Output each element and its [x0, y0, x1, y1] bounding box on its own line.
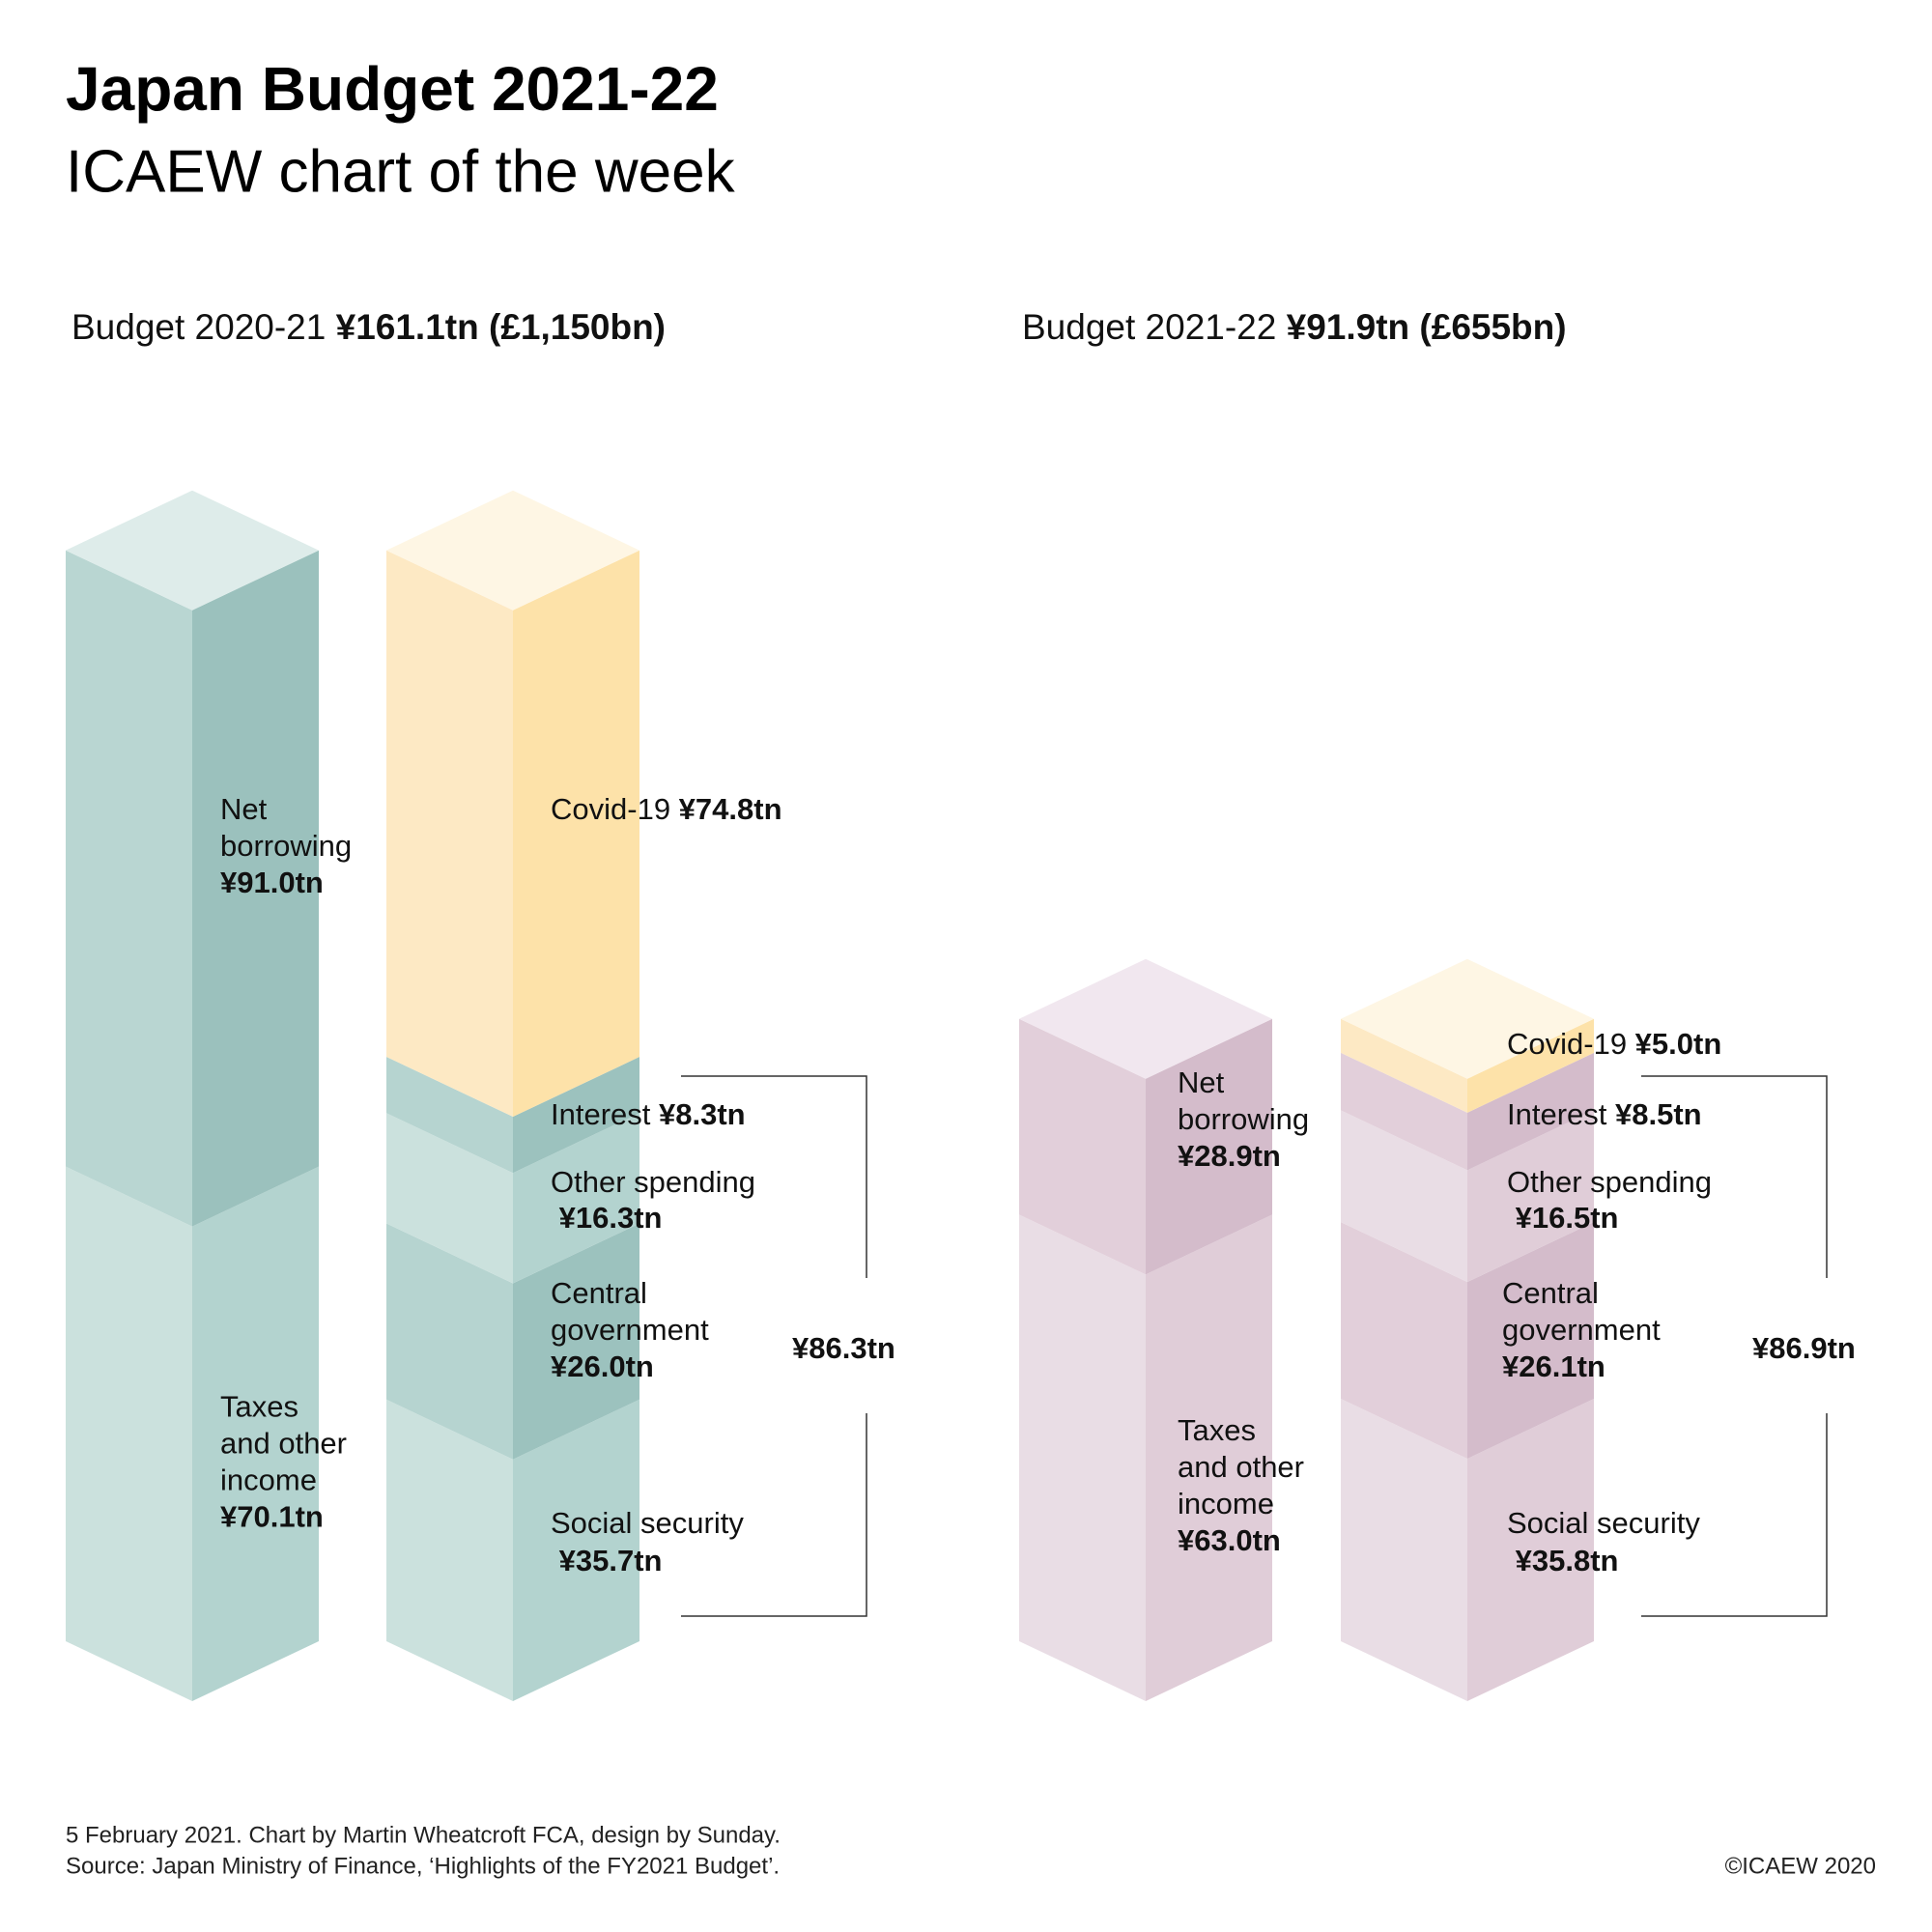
segment-label: Central government ¥26.1tn — [1502, 1276, 1661, 1383]
spending-bar-segment-interest-left — [1341, 1052, 1467, 1171]
copyright: ©ICAEW 2020 — [1725, 1853, 1876, 1879]
segment-label: Net borrowing ¥91.0tn — [220, 792, 352, 899]
income-bar-segment-net-borrowing-left — [66, 550, 192, 1227]
segment-label: Net borrowing ¥28.9tn — [1178, 1065, 1309, 1173]
bracket-bottom — [681, 1413, 867, 1617]
spending-bar-segment-covid-19-left — [1341, 1018, 1467, 1113]
spending-bar-segment-covid-19-right — [1467, 1018, 1594, 1113]
spending-bar-segment-interest-left — [386, 1057, 513, 1174]
segment-label: Social security ¥35.7tn — [551, 1506, 744, 1577]
segment-label: Covid-19 ¥5.0tn — [1507, 1027, 1721, 1061]
spending-bar-segment-central-government-right — [513, 1223, 639, 1460]
spending-bar-segment-central-government-left — [386, 1223, 513, 1460]
panel-header: Budget 2020-21 ¥161.1tn (£1,150bn) — [71, 307, 666, 347]
income-bar-segment-net-borrowing-left — [1019, 1018, 1146, 1275]
spending-bar-segment-central-government-left — [1341, 1222, 1467, 1460]
segment-label: Central government ¥26.0tn — [551, 1276, 709, 1383]
spending-bar-segment-central-government-right — [1467, 1222, 1594, 1460]
segment-label: Taxes and other income ¥63.0tn — [1178, 1413, 1304, 1557]
spending-bar-top-face — [386, 490, 639, 611]
income-bar-segment-taxes-and-other-income-right — [192, 1166, 319, 1701]
spending-bar-top-face — [1341, 958, 1594, 1079]
segment-label: Other spending ¥16.5tn — [1507, 1165, 1712, 1235]
segment-label: Interest ¥8.3tn — [551, 1097, 746, 1131]
bracket-top — [681, 1075, 867, 1278]
chart-subtitle: ICAEW chart of the week — [66, 138, 736, 205]
panel-header: Budget 2021-22 ¥91.9tn (£655bn) — [1022, 307, 1567, 347]
spending-bar-segment-covid-19-right — [513, 550, 639, 1118]
income-bar-top-face — [1019, 958, 1272, 1079]
segment-label: Other spending ¥16.3tn — [551, 1165, 755, 1235]
spending-bar-segment-social-security-left — [1341, 1399, 1467, 1701]
footer-credit: 5 February 2021. Chart by Martin Wheatcr… — [66, 1822, 781, 1848]
bracket-total-label: ¥86.3tn — [792, 1331, 895, 1365]
spending-bar-segment-interest-right — [513, 1057, 639, 1174]
income-bar-segment-taxes-and-other-income-left — [1019, 1214, 1146, 1701]
bracket-total-label: ¥86.9tn — [1752, 1331, 1856, 1365]
bracket-bottom — [1641, 1413, 1828, 1617]
footer-source: Source: Japan Ministry of Finance, ‘High… — [66, 1853, 780, 1879]
bracket-top — [1641, 1075, 1828, 1278]
income-bar-segment-taxes-and-other-income-left — [66, 1166, 192, 1701]
spending-bar-segment-other-spending-left — [1341, 1110, 1467, 1283]
segment-label: Interest ¥8.5tn — [1507, 1097, 1702, 1131]
chart-title: Japan Budget 2021-22 — [66, 54, 719, 124]
segment-label: Social security ¥35.8tn — [1507, 1506, 1700, 1577]
spending-bar-segment-social-security-right — [513, 1399, 639, 1701]
spending-bar-segment-social-security-left — [386, 1399, 513, 1701]
spending-bar-segment-social-security-right — [1467, 1399, 1594, 1701]
income-bar-segment-net-borrowing-right — [192, 550, 319, 1227]
segment-label: Covid-19 ¥74.8tn — [551, 792, 782, 826]
spending-bar-segment-other-spending-left — [386, 1113, 513, 1284]
income-bar-segment-net-borrowing-right — [1146, 1018, 1272, 1275]
spending-bar-segment-other-spending-right — [1467, 1110, 1594, 1283]
spending-bar-segment-interest-right — [1467, 1052, 1594, 1171]
income-bar-top-face — [66, 490, 319, 611]
spending-bar-segment-other-spending-right — [513, 1113, 639, 1284]
income-bar-segment-taxes-and-other-income-right — [1146, 1214, 1272, 1701]
spending-bar-segment-covid-19-left — [386, 550, 513, 1118]
segment-label: Taxes and other income ¥70.1tn — [220, 1389, 347, 1533]
